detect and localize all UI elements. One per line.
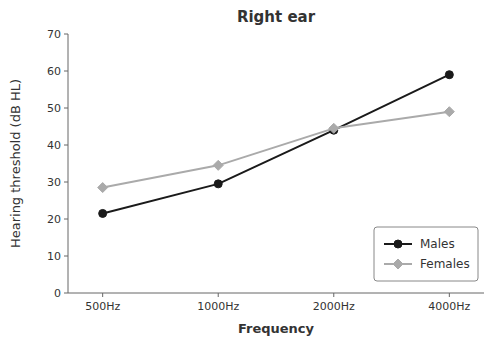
x-axis-line bbox=[68, 293, 484, 294]
x-tick-label: 500Hz bbox=[85, 300, 120, 313]
legend-label: Males bbox=[420, 237, 455, 251]
x-axis-label: Frequency bbox=[238, 321, 315, 336]
chart-svg: 0 10 20 30 40 50 60 70 500Hz 1000Hz 2000Hz 4000Hz Ri… bbox=[0, 0, 500, 349]
series-line bbox=[103, 112, 450, 188]
data-point bbox=[98, 183, 108, 193]
data-point bbox=[99, 209, 107, 217]
data-point bbox=[213, 160, 223, 170]
x-tick bbox=[333, 293, 334, 297]
x-tick bbox=[218, 293, 219, 297]
y-tick-label: 40 bbox=[47, 139, 61, 152]
y-axis-line bbox=[68, 34, 69, 293]
legend-marker bbox=[393, 259, 403, 269]
y-tick-label: 30 bbox=[47, 176, 61, 189]
data-point bbox=[444, 107, 454, 117]
x-tick-label: 2000Hz bbox=[313, 300, 355, 313]
legend: Males Females bbox=[374, 227, 478, 281]
y-tick bbox=[64, 108, 68, 109]
legend-box bbox=[374, 227, 478, 281]
series-line bbox=[103, 75, 450, 214]
y-tick bbox=[64, 293, 68, 294]
y-tick-label: 20 bbox=[47, 213, 61, 226]
data-point bbox=[445, 71, 453, 79]
legend-marker bbox=[394, 240, 402, 248]
x-tick-label: 1000Hz bbox=[197, 300, 239, 313]
plot-area bbox=[98, 71, 455, 218]
x-tick bbox=[449, 293, 450, 297]
data-point bbox=[329, 123, 339, 133]
y-tick-label: 0 bbox=[54, 287, 61, 300]
y-axis-label: Hearing threshold (dB HL) bbox=[8, 79, 23, 248]
y-tick-label: 10 bbox=[47, 250, 61, 263]
x-tick-label: 4000Hz bbox=[428, 300, 470, 313]
y-tick bbox=[64, 219, 68, 220]
y-tick bbox=[64, 71, 68, 72]
y-tick bbox=[64, 256, 68, 257]
legend-label: Females bbox=[420, 257, 470, 271]
y-tick-label: 70 bbox=[47, 28, 61, 41]
y-tick bbox=[64, 34, 68, 35]
data-point bbox=[214, 180, 222, 188]
y-tick bbox=[64, 145, 68, 146]
y-tick bbox=[64, 182, 68, 183]
y-tick-label: 60 bbox=[47, 65, 61, 78]
chart-title: Right ear bbox=[237, 8, 316, 26]
x-tick bbox=[102, 293, 103, 297]
chart-container: 0 10 20 30 40 50 60 70 500Hz 1000Hz 2000Hz 4000Hz Ri… bbox=[0, 0, 500, 349]
y-tick-label: 50 bbox=[47, 102, 61, 115]
